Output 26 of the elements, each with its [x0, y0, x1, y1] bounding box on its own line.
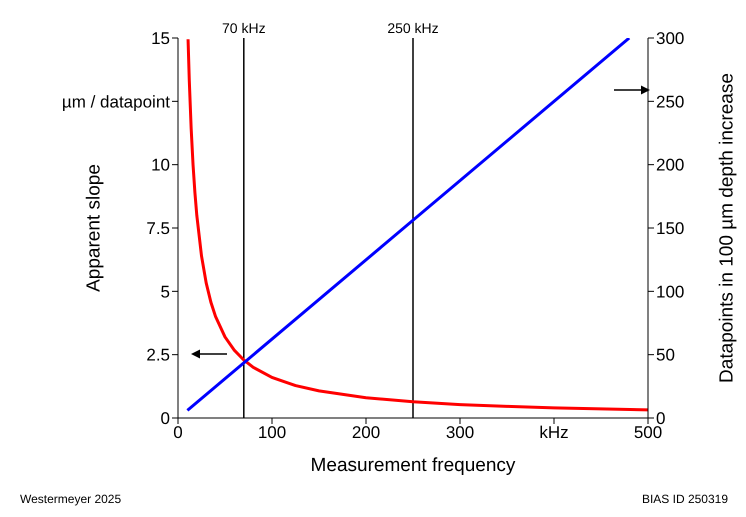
y2-tick-label: 300: [656, 29, 684, 48]
x-tick-label: 100: [258, 423, 286, 442]
y-tick-label: 0: [160, 409, 170, 428]
x-tick-label: 200: [352, 423, 380, 442]
y-axis-title: Apparent slope: [84, 164, 105, 292]
x-tick-label: 0: [173, 423, 183, 442]
y-tick-label: 5: [160, 282, 170, 302]
y2-tick-label: 200: [656, 156, 684, 175]
x-tick-label: 300: [446, 423, 474, 442]
y-tick-label: 10: [151, 156, 170, 175]
x-axis-title: Measurement frequency: [310, 455, 516, 476]
text: Westermeyer 2025: [20, 492, 122, 506]
y-tick-label: 15: [151, 29, 170, 48]
x-tick-label: 500: [634, 423, 662, 442]
y2-tick-label: 100: [656, 282, 684, 302]
y-tick-label: 7.5: [146, 219, 170, 238]
x-tick-label: kHz: [539, 423, 569, 442]
y-tick-label: µm / datapoint: [62, 92, 170, 112]
ref-line-label: 250 kHz: [387, 20, 439, 36]
y-tick-label: 2.5: [146, 346, 170, 365]
y2-tick-label: 150: [656, 219, 684, 238]
ref-line-label: 70 kHz: [222, 20, 266, 36]
text: BIAS ID 250319: [642, 492, 728, 506]
y2-axis-title: Datapoints in 100 µm depth increase: [716, 73, 738, 383]
y2-tick-label: 250: [656, 92, 684, 112]
y2-tick-label: 50: [656, 346, 675, 365]
